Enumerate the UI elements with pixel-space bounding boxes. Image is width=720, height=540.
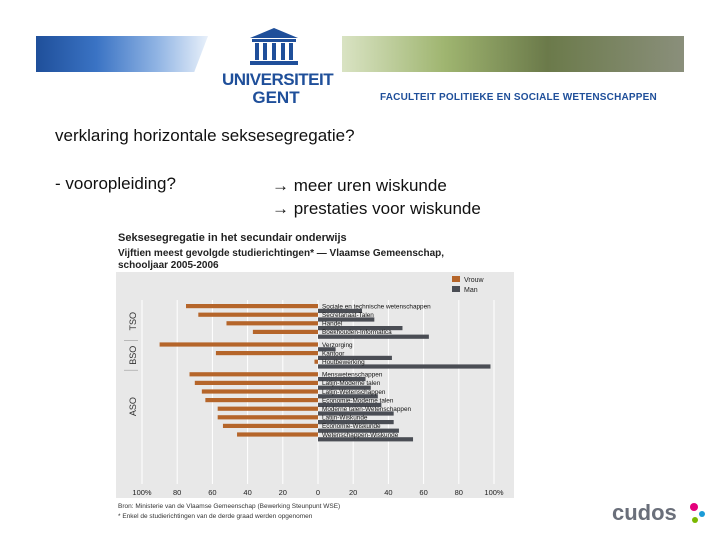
faculty-name: FACULTEIT POLITIEKE EN SOCIALE WETENSCHA… bbox=[380, 92, 657, 103]
chart-note: * Enkel de studierichtingen van de derde… bbox=[118, 513, 313, 520]
x-tick-label: 40 bbox=[243, 488, 251, 497]
bar-vrouw bbox=[186, 304, 318, 309]
arrow-item-1: → meer uren wiskunde bbox=[272, 176, 447, 195]
x-tick-label: 40 bbox=[384, 488, 392, 497]
x-tick-label: 100% bbox=[484, 488, 504, 497]
bar-vrouw bbox=[201, 389, 318, 394]
bar-vrouw bbox=[314, 359, 318, 364]
temple-icon bbox=[250, 28, 298, 65]
legend-swatch-vrouw bbox=[452, 276, 460, 282]
bar-vrouw bbox=[198, 312, 318, 317]
university-city: GENT bbox=[252, 88, 300, 107]
x-tick-label: 80 bbox=[173, 488, 181, 497]
bar-man bbox=[318, 437, 414, 442]
bar-man bbox=[318, 411, 394, 416]
header-banner: UNIVERSITEIT GENT FACULTEIT POLITIEKE EN… bbox=[0, 0, 720, 112]
category-label: Secretariaat-Talen bbox=[322, 312, 374, 319]
bar-vrouw bbox=[159, 342, 318, 347]
category-label: Latijn-Moderne talen bbox=[322, 380, 381, 387]
category-label: Kantoor bbox=[322, 350, 345, 357]
category-label: Menswetenschappen bbox=[322, 372, 383, 379]
slide-title: verklaring horizontale seksesegregatie? bbox=[55, 126, 355, 145]
arrow-list: → meer uren wiskunde → prestaties voor w… bbox=[272, 174, 481, 220]
bar-man bbox=[318, 326, 403, 331]
chart-title: Seksesegregatie in het secundair onderwi… bbox=[118, 232, 347, 244]
chart-plot: Vrouw Man Sociale en technische wetenschap… bbox=[116, 272, 514, 498]
category-label: Economie-Wiskunde bbox=[322, 423, 381, 430]
bar-vrouw bbox=[194, 380, 318, 385]
bullet-text: - vooropleiding? bbox=[55, 174, 176, 193]
bar-vrouw bbox=[205, 398, 318, 403]
bar-man bbox=[318, 394, 378, 399]
cudos-wordmark: cudos bbox=[612, 500, 677, 525]
x-tick-label: 80 bbox=[455, 488, 463, 497]
bar-man bbox=[318, 355, 392, 360]
university-logo[interactable]: UNIVERSITEIT GENT bbox=[222, 26, 334, 107]
bar-vrouw bbox=[217, 406, 318, 411]
cudos-dot-icon bbox=[699, 511, 705, 517]
bar-man bbox=[318, 334, 429, 339]
x-tick-label: 0 bbox=[316, 488, 320, 497]
bar-vrouw bbox=[237, 432, 318, 437]
category-label: Moderne talen-Wetenschappen bbox=[322, 406, 411, 413]
category-label: Verzorging bbox=[322, 342, 353, 349]
category-label: Economie-Moderne talen bbox=[322, 397, 394, 404]
bar-man bbox=[318, 377, 366, 382]
bar-man bbox=[318, 308, 362, 313]
x-tick-label: 100% bbox=[132, 488, 152, 497]
cudos-dot-icon bbox=[690, 503, 698, 511]
bar-man bbox=[318, 317, 375, 322]
legend-label-man: Man bbox=[464, 287, 478, 294]
bar-vrouw bbox=[226, 321, 318, 326]
cudos-dot-icon bbox=[692, 517, 698, 523]
x-tick-label: 20 bbox=[349, 488, 357, 497]
x-tick-label: 20 bbox=[279, 488, 287, 497]
bar-man bbox=[318, 420, 394, 425]
banner-photo-left bbox=[36, 36, 208, 72]
category-label: Latijn-Wiskunde bbox=[322, 415, 368, 422]
group-label: TSO bbox=[128, 312, 138, 331]
chart-subtitle: Vijftien meest gevolgde studierichtingen… bbox=[118, 248, 445, 271]
bar-man bbox=[318, 428, 399, 433]
category-label: Sociale en technische wetenschappen bbox=[322, 303, 431, 310]
category-label: Handel bbox=[322, 321, 342, 328]
group-label: ASO bbox=[128, 397, 138, 416]
category-label: Latijn-Wetenschappen bbox=[322, 389, 386, 396]
arrow-item-2: → prestaties voor wiskunde bbox=[272, 199, 481, 218]
x-tick-label: 60 bbox=[419, 488, 427, 497]
category-label: Boekhouden-Informatica bbox=[322, 329, 392, 336]
bar-vrouw bbox=[252, 329, 318, 334]
chart-figure: Seksesegregatie in het secundair onderwi… bbox=[112, 228, 518, 520]
bar-man bbox=[318, 385, 371, 390]
chart-source: Bron: Ministerie van de Vlaamse Gemeensc… bbox=[118, 503, 341, 510]
legend-label-vrouw: Vrouw bbox=[464, 277, 485, 284]
university-name: UNIVERSITEIT bbox=[222, 70, 334, 89]
group-label: BSO bbox=[128, 346, 138, 365]
bar-vrouw bbox=[222, 423, 318, 428]
bar-vrouw bbox=[189, 372, 318, 377]
bar-man bbox=[318, 402, 382, 407]
bar-man bbox=[318, 364, 491, 369]
legend-swatch-man bbox=[452, 286, 460, 292]
category-label: Houtbewerking bbox=[322, 359, 365, 366]
bar-man bbox=[318, 347, 336, 352]
cudos-logo[interactable]: cudos bbox=[612, 498, 708, 528]
x-tick-label: 60 bbox=[208, 488, 216, 497]
bar-vrouw bbox=[217, 415, 318, 420]
category-label: Wetenschappen-Wiskunde bbox=[322, 432, 399, 439]
banner-photo-right bbox=[342, 36, 684, 72]
bar-vrouw bbox=[215, 351, 318, 356]
